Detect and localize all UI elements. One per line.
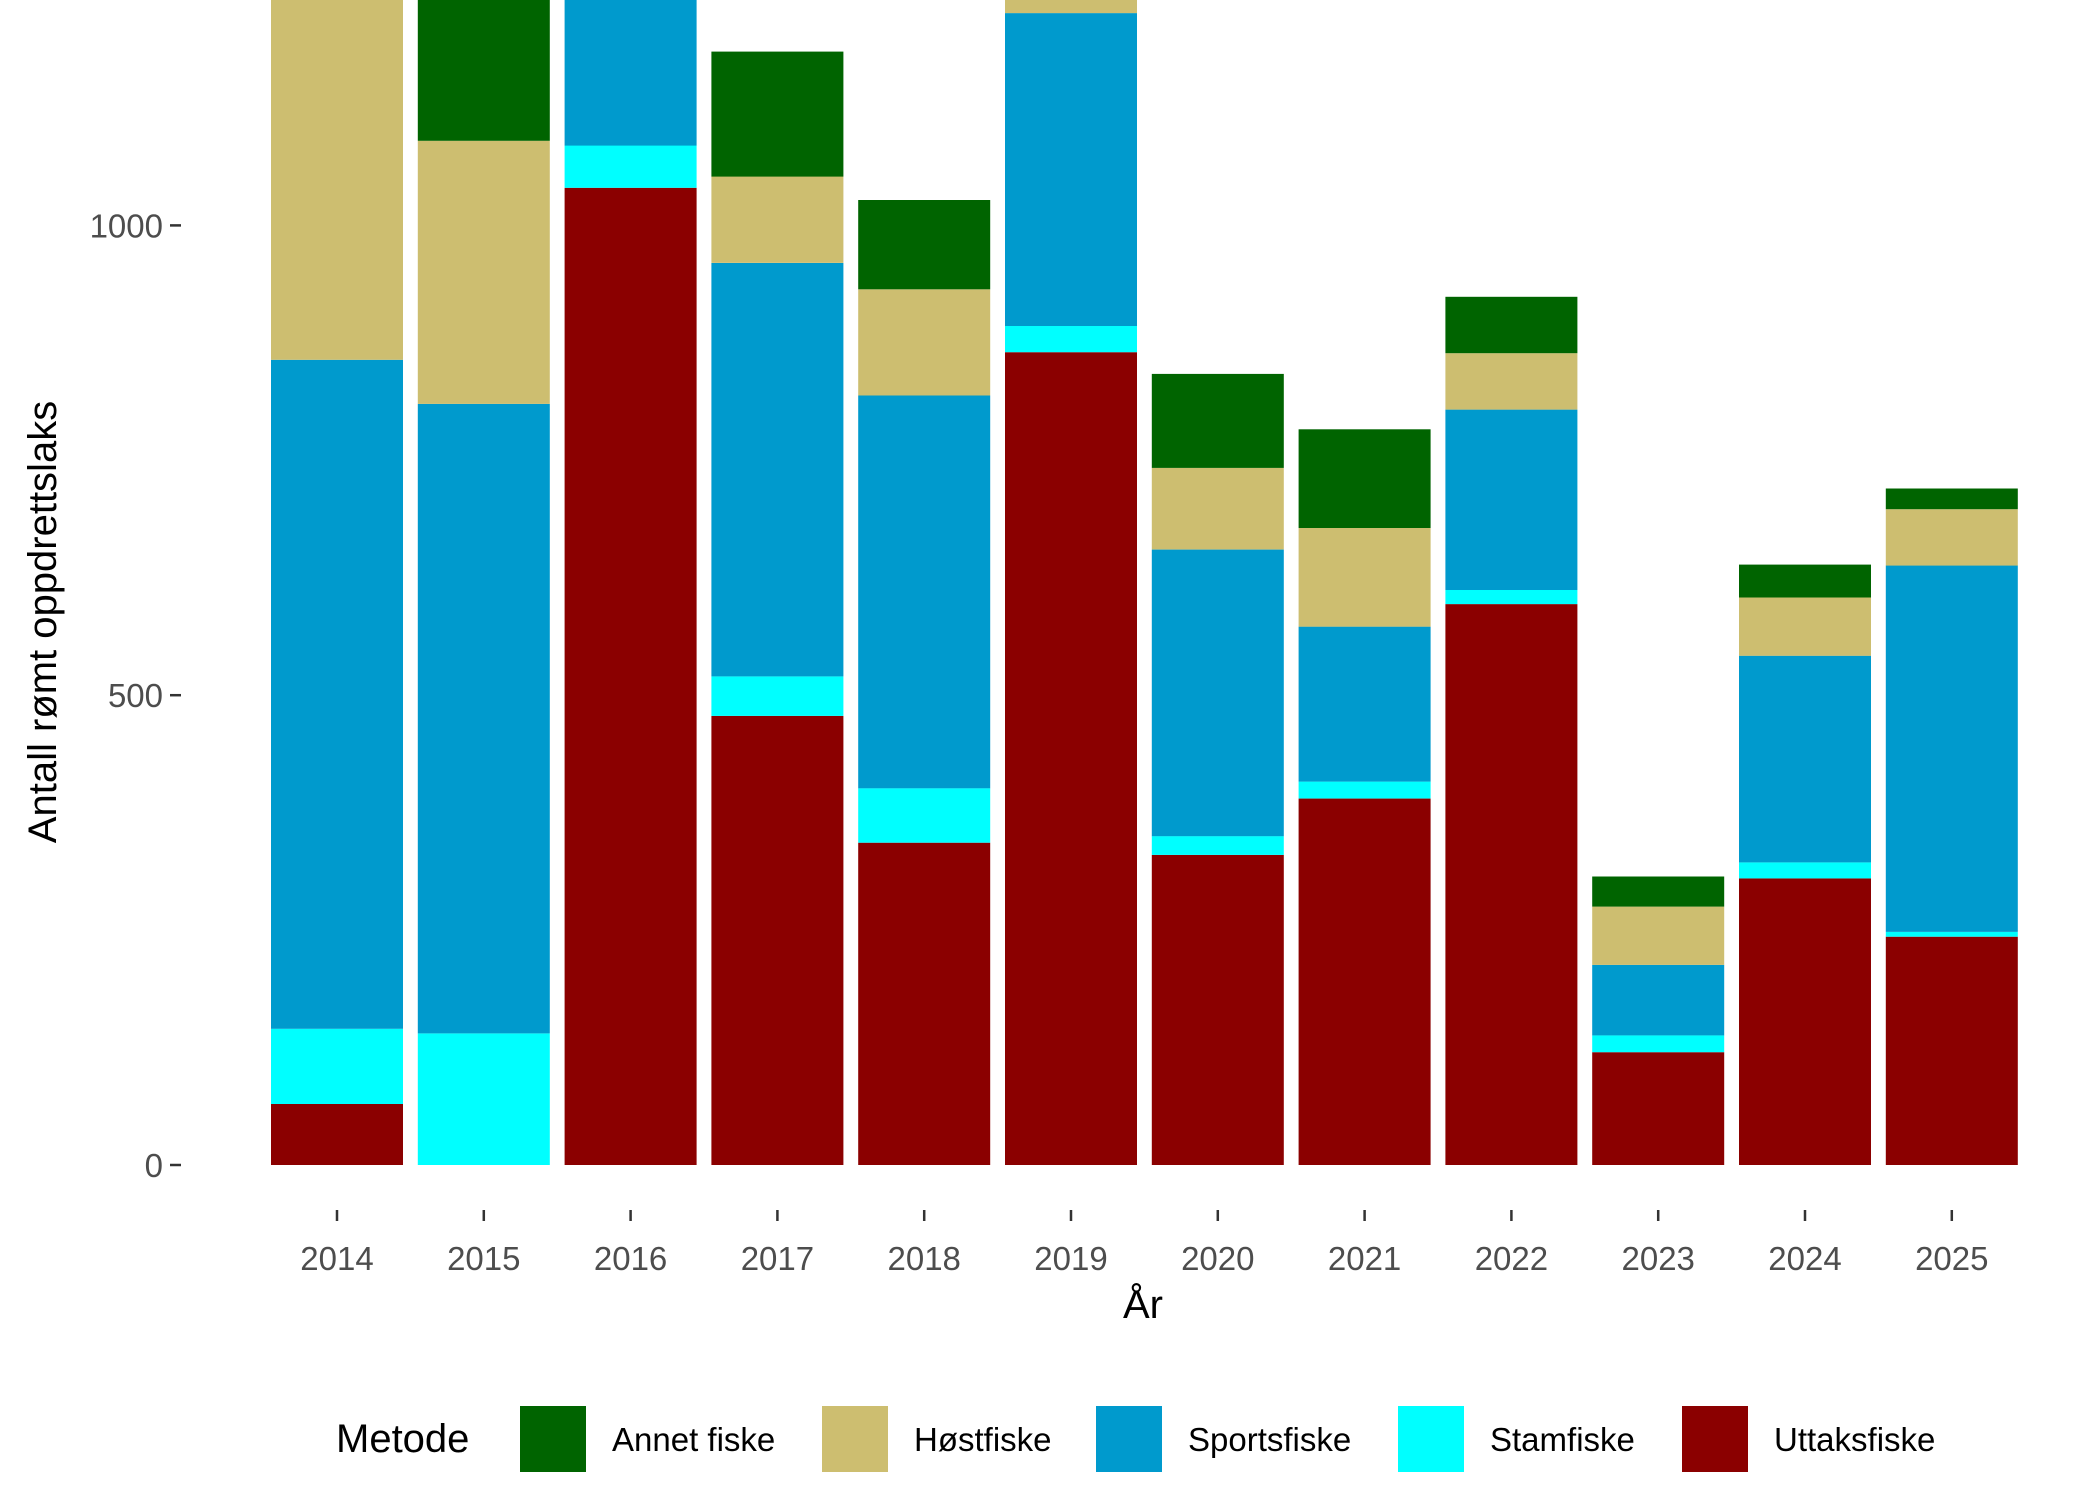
x-tick-label: 2025 bbox=[1915, 1240, 1988, 1277]
x-tick-label: 2018 bbox=[887, 1240, 960, 1277]
bar-stamfiske-2019 bbox=[1005, 325, 1137, 353]
bar-høstfiske-2025 bbox=[1885, 509, 2018, 566]
bar-høstfiske-2018 bbox=[858, 289, 991, 396]
bar-sportsfiske-2015 bbox=[417, 403, 550, 1034]
legend-key-stamfiske bbox=[1398, 1406, 1464, 1472]
y-axis-title: Antall rømt oppdrettslaks bbox=[21, 401, 65, 843]
bar-høstfiske-2021 bbox=[1298, 528, 1431, 627]
bar-sportsfiske-2014 bbox=[271, 359, 403, 1029]
bar-stamfiske-2023 bbox=[1592, 1035, 1725, 1053]
x-tick-label: 2019 bbox=[1034, 1240, 1107, 1277]
legend-title: Metode bbox=[336, 1417, 469, 1461]
bar-sportsfiske-2018 bbox=[858, 395, 991, 789]
bar-høstfiske-2019 bbox=[1005, 0, 1137, 14]
legend-key-høstfiske bbox=[822, 1406, 888, 1472]
x-tick-label: 2021 bbox=[1328, 1240, 1401, 1277]
bar-uttaksfiske-2023 bbox=[1592, 1052, 1725, 1165]
bars bbox=[271, 0, 2018, 1166]
bar-sportsfiske-2017 bbox=[711, 263, 844, 677]
bar-uttaksfiske-2020 bbox=[1151, 854, 1284, 1165]
x-tick-label: 2020 bbox=[1181, 1240, 1254, 1277]
x-tick-label: 2014 bbox=[300, 1240, 373, 1277]
bar-høstfiske-2020 bbox=[1151, 467, 1284, 550]
bar-annet-fiske-2025 bbox=[1885, 488, 2018, 510]
bar-uttaksfiske-2024 bbox=[1739, 878, 1871, 1165]
legend-label-uttaksfiske: Uttaksfiske bbox=[1774, 1421, 1935, 1458]
bar-stamfiske-2015 bbox=[417, 1033, 550, 1165]
x-axis: 2014 2015 2016 2017 2018 2019 2020 2021 2022 2023… bbox=[300, 1210, 1989, 1277]
legend-label-høstfiske: Høstfiske bbox=[914, 1421, 1052, 1458]
bar-sportsfiske-2025 bbox=[1885, 565, 2018, 932]
bar-høstfiske-2015 bbox=[417, 140, 550, 404]
bar-høstfiske-2017 bbox=[711, 176, 844, 263]
x-tick-label: 2015 bbox=[447, 1240, 520, 1277]
bar-sportsfiske-2020 bbox=[1151, 549, 1284, 837]
y-axis: 0500100015002000 bbox=[90, 207, 181, 1184]
bar-stamfiske-2014 bbox=[271, 1028, 403, 1104]
legend-label-sportsfiske: Sportsfiske bbox=[1188, 1421, 1351, 1458]
bar-annet-fiske-2018 bbox=[858, 200, 991, 290]
bar-uttaksfiske-2017 bbox=[711, 715, 844, 1165]
bar-annet-fiske-2022 bbox=[1445, 296, 1578, 354]
x-tick-label: 2023 bbox=[1621, 1240, 1694, 1277]
bar-sportsfiske-2019 bbox=[1005, 13, 1137, 326]
bar-stamfiske-2017 bbox=[711, 676, 844, 716]
x-tick-label: 2017 bbox=[741, 1240, 814, 1277]
legend-label-stamfiske: Stamfiske bbox=[1490, 1421, 1635, 1458]
bar-annet-fiske-2023 bbox=[1592, 876, 1725, 907]
bar-høstfiske-2014 bbox=[271, 0, 403, 360]
bar-uttaksfiske-2022 bbox=[1445, 604, 1578, 1165]
bar-annet-fiske-2020 bbox=[1151, 373, 1284, 468]
bar-sportsfiske-2023 bbox=[1592, 964, 1725, 1036]
bar-høstfiske-2022 bbox=[1445, 353, 1578, 410]
bar-sportsfiske-2024 bbox=[1739, 655, 1871, 863]
bar-sportsfiske-2021 bbox=[1298, 626, 1431, 782]
bar-uttaksfiske-2025 bbox=[1885, 936, 2018, 1165]
bar-stamfiske-2020 bbox=[1151, 836, 1284, 855]
bar-stamfiske-2018 bbox=[858, 788, 991, 843]
bar-høstfiske-2023 bbox=[1592, 906, 1725, 965]
bar-annet-fiske-2015 bbox=[417, 0, 550, 141]
bar-stamfiske-2025 bbox=[1885, 932, 2018, 937]
y-tick-label: 500 bbox=[108, 677, 163, 714]
bar-stamfiske-2024 bbox=[1739, 862, 1871, 879]
bar-sportsfiske-2016 bbox=[564, 0, 697, 146]
y-tick-label: 1000 bbox=[90, 207, 163, 244]
x-tick-label: 2016 bbox=[594, 1240, 667, 1277]
legend-key-annet-fiske bbox=[520, 1406, 586, 1472]
legend-label-annet-fiske: Annet fiske bbox=[612, 1421, 775, 1458]
legend-key-uttaksfiske bbox=[1682, 1406, 1748, 1472]
y-tick-label: 0 bbox=[145, 1147, 163, 1184]
bar-høstfiske-2024 bbox=[1739, 597, 1871, 656]
bar-stamfiske-2016 bbox=[564, 145, 697, 188]
bar-stamfiske-2022 bbox=[1445, 590, 1578, 605]
bar-uttaksfiske-2018 bbox=[858, 842, 991, 1165]
bar-stamfiske-2021 bbox=[1298, 781, 1431, 799]
legend: Metode Annet fiske Høstfiske Sportsfiske St… bbox=[336, 1406, 1935, 1472]
bar-uttaksfiske-2014 bbox=[271, 1103, 403, 1165]
x-axis-title: År bbox=[1123, 1282, 1163, 1327]
bar-uttaksfiske-2016 bbox=[564, 187, 697, 1166]
x-tick-label: 2024 bbox=[1768, 1240, 1841, 1277]
bar-annet-fiske-2021 bbox=[1298, 429, 1431, 528]
bar-uttaksfiske-2019 bbox=[1005, 352, 1137, 1165]
bar-uttaksfiske-2021 bbox=[1298, 798, 1431, 1165]
legend-key-sportsfiske bbox=[1096, 1406, 1162, 1472]
bar-sportsfiske-2022 bbox=[1445, 409, 1578, 590]
bar-annet-fiske-2024 bbox=[1739, 564, 1871, 598]
bar-annet-fiske-2017 bbox=[711, 51, 844, 177]
x-tick-label: 2022 bbox=[1475, 1240, 1548, 1277]
